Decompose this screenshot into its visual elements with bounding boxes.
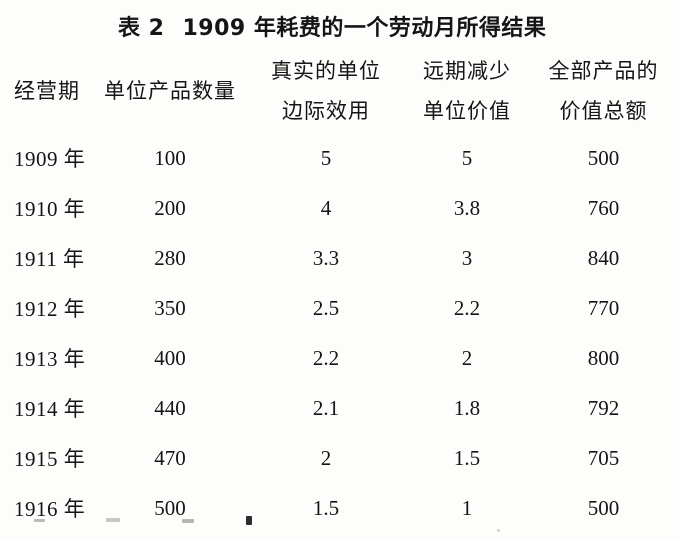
unit-value-cell: 1.8 (453, 395, 481, 420)
period-cell: 1910 年 (14, 197, 86, 221)
unit-value-cell: 3.8 (453, 195, 481, 220)
data-table: 经营期 单位产品数量 真实的单位 边际效用 远期减少 单位价值 全部产品的 价值… (0, 48, 680, 533)
period-cell: 1914 年 (14, 397, 86, 421)
total-value-cell: 500 (587, 495, 620, 520)
column-header-total-value: 全部产品的 价值总额 (548, 58, 659, 123)
scan-artifact (246, 516, 252, 525)
column-header-period: 经营期 (14, 78, 80, 103)
utility-cell: 3.3 (312, 245, 340, 270)
unit-value-cell: 1 (461, 495, 473, 520)
total-value-cell: 770 (587, 295, 620, 320)
total-value-cell: 500 (587, 145, 620, 170)
scan-artifact (34, 519, 45, 522)
utility-cell: 2.2 (312, 345, 340, 370)
table-header: 经营期 单位产品数量 真实的单位 边际效用 远期减少 单位价值 全部产品的 价值… (0, 48, 680, 133)
column-header-marginal-utility: 真实的单位 边际效用 (271, 58, 381, 123)
utility-cell: 2.1 (312, 395, 340, 420)
quantity-cell: 470 (154, 445, 186, 470)
utility-cell: 4 (320, 195, 332, 220)
quantity-cell: 440 (154, 395, 186, 420)
scan-artifact (497, 529, 500, 532)
scan-artifact (182, 519, 194, 523)
unit-value-cell: 3 (461, 245, 473, 270)
table-caption-text: 1909 年耗费的一个劳动月所得结果 (182, 16, 547, 41)
unit-value-cell: 2.2 (453, 295, 481, 320)
scan-artifact (106, 518, 120, 522)
table-row: 1914 年 440 2.1 1.8 792 (0, 383, 680, 433)
column-header-reduced-unit-value: 远期减少 单位价值 (423, 58, 511, 123)
table-row: 1916 年 500 1.5 1 500 (0, 483, 680, 533)
quantity-cell: 500 (154, 495, 186, 520)
column-header-unit-quantity: 单位产品数量 (104, 78, 236, 103)
unit-value-cell: 1.5 (453, 445, 481, 470)
table-row: 1911 年 280 3.3 3 840 (0, 233, 680, 283)
quantity-cell: 400 (154, 345, 186, 370)
header-row: 经营期 单位产品数量 真实的单位 边际效用 远期减少 单位价值 全部产品的 价值… (0, 48, 680, 133)
total-value-cell: 792 (587, 395, 620, 420)
table-caption: 表 2 1909 年耗费的一个劳动月所得结果 (118, 10, 546, 42)
table-row: 1909 年 100 5 5 500 (0, 133, 680, 183)
total-value-cell: 800 (587, 345, 620, 370)
utility-cell: 2.5 (312, 295, 340, 320)
period-cell: 1912 年 (14, 297, 86, 321)
table-body: 1909 年 100 5 5 500 1910 年 200 4 3.8 760 … (0, 133, 680, 533)
table-row: 1915 年 470 2 1.5 705 (0, 433, 680, 483)
quantity-cell: 280 (154, 245, 186, 270)
quantity-cell: 200 (154, 195, 186, 220)
quantity-cell: 350 (154, 295, 186, 320)
unit-value-cell: 2 (461, 345, 473, 370)
unit-value-cell: 5 (461, 145, 473, 170)
table-caption-label: 表 2 (118, 16, 165, 41)
utility-cell: 2 (320, 445, 332, 470)
total-value-cell: 840 (587, 245, 620, 270)
utility-cell: 1.5 (312, 495, 340, 520)
period-cell: 1911 年 (14, 247, 85, 271)
table-row: 1912 年 350 2.5 2.2 770 (0, 283, 680, 333)
utility-cell: 5 (320, 145, 332, 170)
period-cell: 1909 年 (14, 147, 86, 171)
period-cell: 1916 年 (14, 497, 86, 521)
total-value-cell: 705 (587, 445, 620, 470)
total-value-cell: 760 (587, 195, 620, 220)
quantity-cell: 100 (154, 145, 186, 170)
table-row: 1910 年 200 4 3.8 760 (0, 183, 680, 233)
period-cell: 1915 年 (14, 447, 86, 471)
table-row: 1913 年 400 2.2 2 800 (0, 333, 680, 383)
period-cell: 1913 年 (14, 347, 86, 371)
